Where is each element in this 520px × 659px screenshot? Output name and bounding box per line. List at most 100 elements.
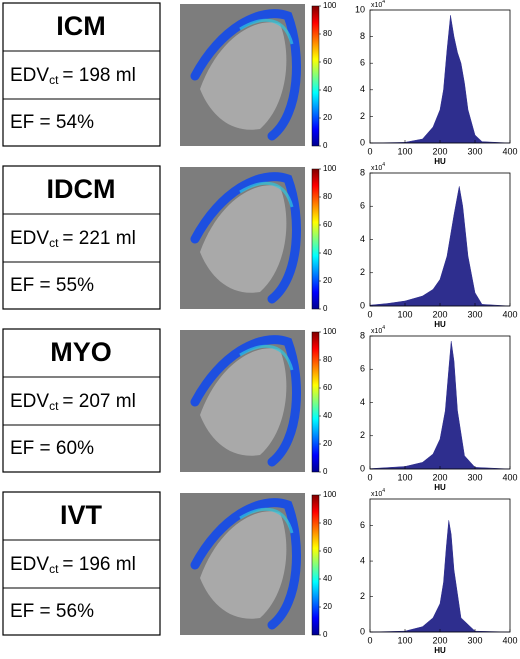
y-tick-label: 10 bbox=[355, 4, 365, 14]
y-scale-label: x104 bbox=[371, 488, 385, 498]
x-tick-label: 200 bbox=[432, 472, 447, 482]
colorbar-tick-label: 40 bbox=[323, 411, 332, 420]
ct-cavity bbox=[200, 511, 287, 619]
scale-exp: 4 bbox=[382, 162, 385, 168]
y-tick-label: 0 bbox=[360, 463, 365, 473]
y-tick-label: 8 bbox=[360, 330, 365, 340]
scale-exp: 4 bbox=[382, 325, 385, 331]
x-tick-label: 0 bbox=[367, 635, 372, 645]
info-box bbox=[2, 491, 161, 636]
group-name: MYO bbox=[50, 337, 112, 367]
colorbar-tick-label: 80 bbox=[323, 192, 332, 201]
colorbar-tick-label: 40 bbox=[323, 85, 332, 94]
ct-highlight bbox=[239, 344, 294, 371]
ct-highlight bbox=[239, 181, 294, 208]
x-tick-label: 400 bbox=[502, 309, 517, 319]
x-tick-label: 400 bbox=[502, 146, 517, 156]
colorbar-tick-label: 100 bbox=[323, 490, 337, 499]
x-tick-label: 300 bbox=[467, 472, 482, 482]
colorbar bbox=[311, 494, 320, 636]
group-name: ICM bbox=[56, 11, 106, 41]
edv-label: EDV bbox=[10, 391, 49, 412]
ct-myocardium bbox=[190, 335, 301, 467]
ef-text: EF = 60% bbox=[10, 438, 94, 459]
y-tick-label: 4 bbox=[360, 84, 365, 94]
x-tick-label: 300 bbox=[467, 146, 482, 156]
colorbar-tick-label: 60 bbox=[323, 57, 332, 66]
colorbar-tick-label: 100 bbox=[323, 1, 337, 10]
colorbar bbox=[311, 5, 320, 147]
edv-value: = 221 ml bbox=[62, 228, 135, 249]
ct-myocardium bbox=[190, 172, 301, 304]
y-tick-label: 6 bbox=[360, 58, 365, 68]
edv-value: = 196 ml bbox=[62, 554, 135, 575]
colorbar-tick-label: 60 bbox=[323, 220, 332, 229]
y-tick-label: 6 bbox=[360, 364, 365, 374]
x-axis-label: HU bbox=[434, 320, 446, 329]
x-tick-label: 300 bbox=[467, 309, 482, 319]
edv-label: EDV bbox=[10, 65, 49, 86]
edv-sub: ct bbox=[49, 399, 59, 413]
y-scale-label: x104 bbox=[371, 162, 385, 172]
colorbar-tick-label: 100 bbox=[323, 164, 337, 173]
colorbar-tick-label: 80 bbox=[323, 518, 332, 527]
ct-cavity bbox=[200, 185, 287, 293]
colorbar-tick-label: 0 bbox=[323, 304, 328, 313]
info-box bbox=[2, 2, 161, 147]
colorbar-tick-label: 20 bbox=[323, 439, 332, 448]
x-tick-label: 100 bbox=[397, 146, 412, 156]
ct-highlight bbox=[239, 507, 294, 534]
scale-base: x10 bbox=[371, 491, 382, 498]
y-tick-label: 8 bbox=[360, 167, 365, 177]
y-tick-label: 0 bbox=[360, 626, 365, 636]
y-tick-label: 4 bbox=[360, 397, 365, 407]
edv-text: EDVct = 198 ml bbox=[10, 65, 136, 87]
y-tick-label: 2 bbox=[360, 267, 365, 277]
colorbar bbox=[311, 331, 320, 473]
edv-text: EDVct = 221 ml bbox=[10, 228, 136, 250]
x-tick-label: 0 bbox=[367, 472, 372, 482]
colorbar-tick-label: 60 bbox=[323, 383, 332, 392]
edv-text: EDVct = 207 ml bbox=[10, 391, 136, 413]
y-tick-label: 6 bbox=[360, 201, 365, 211]
y-tick-label: 4 bbox=[360, 234, 365, 244]
x-tick-label: 200 bbox=[432, 146, 447, 156]
x-tick-label: 0 bbox=[367, 146, 372, 156]
colorbar-tick-label: 20 bbox=[323, 602, 332, 611]
colorbar-tick-label: 0 bbox=[323, 141, 328, 150]
histogram-area bbox=[369, 340, 511, 470]
ct-cavity bbox=[200, 22, 287, 130]
y-tick-label: 8 bbox=[360, 31, 365, 41]
edv-sub: ct bbox=[49, 236, 59, 250]
y-tick-label: 2 bbox=[360, 591, 365, 601]
y-tick-label: 0 bbox=[360, 137, 365, 147]
y-tick-label: 2 bbox=[360, 111, 365, 121]
x-tick-label: 200 bbox=[432, 309, 447, 319]
group-name: IDCM bbox=[47, 174, 116, 204]
histogram-area bbox=[369, 186, 511, 307]
colorbar-tick-label: 0 bbox=[323, 630, 328, 639]
colorbar bbox=[311, 168, 320, 310]
y-tick-label: 6 bbox=[360, 520, 365, 530]
scale-base: x10 bbox=[371, 165, 382, 172]
colorbar-tick-label: 80 bbox=[323, 29, 332, 38]
y-scale-label: x104 bbox=[371, 0, 385, 9]
edv-value: = 207 ml bbox=[62, 391, 135, 412]
colorbar-tick-label: 80 bbox=[323, 355, 332, 364]
info-box bbox=[2, 328, 161, 473]
x-tick-label: 200 bbox=[432, 635, 447, 645]
edv-value: = 198 ml bbox=[62, 65, 135, 86]
ef-text: EF = 56% bbox=[10, 601, 94, 622]
x-tick-label: 400 bbox=[502, 635, 517, 645]
histogram-area bbox=[369, 15, 511, 144]
histogram-area bbox=[369, 520, 511, 633]
x-tick-label: 400 bbox=[502, 472, 517, 482]
x-axis-label: HU bbox=[434, 157, 446, 166]
group-name: IVT bbox=[60, 500, 103, 530]
ct-myocardium bbox=[190, 498, 301, 630]
colorbar-tick-label: 20 bbox=[323, 276, 332, 285]
x-tick-label: 300 bbox=[467, 635, 482, 645]
y-tick-label: 0 bbox=[360, 300, 365, 310]
y-tick-label: 2 bbox=[360, 430, 365, 440]
